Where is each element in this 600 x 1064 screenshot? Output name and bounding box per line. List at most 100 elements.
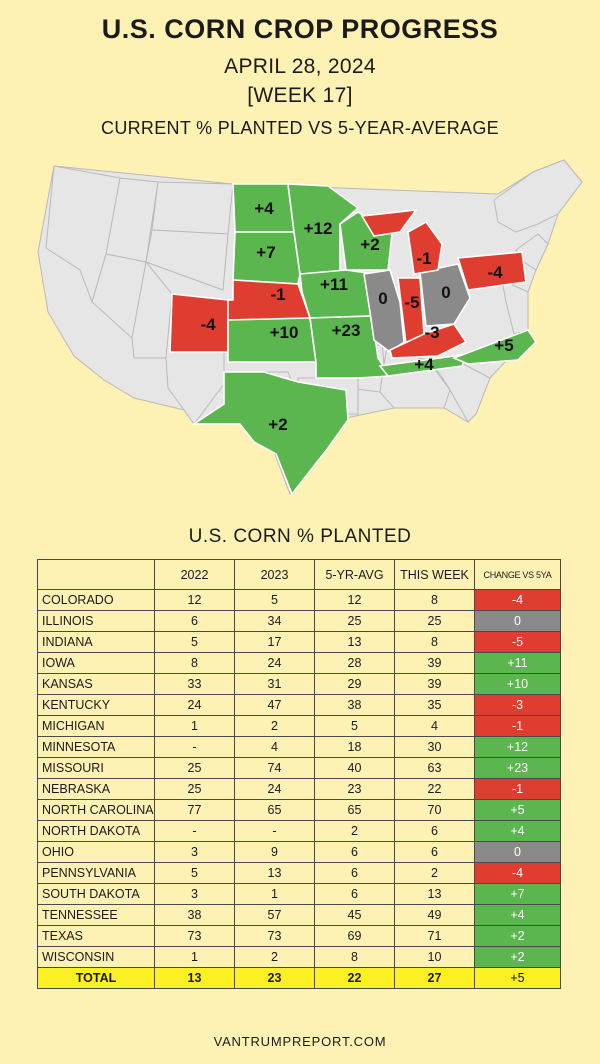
value-this-week: 70 xyxy=(394,799,475,821)
map-label-iowa: +11 xyxy=(320,275,348,294)
table-row: ILLINOIS 6 34 25 25 0 xyxy=(37,610,561,632)
state-nebraska xyxy=(225,279,312,325)
state-name: PENNSYLVANIA xyxy=(37,862,155,884)
value-this-week: 63 xyxy=(394,757,475,779)
value-5yr-avg: 23 xyxy=(314,778,395,800)
change-vs-5ya: +2 xyxy=(474,925,561,947)
state-name: KENTUCKY xyxy=(37,694,155,716)
value-2023: 47 xyxy=(234,694,315,716)
value-5yr-avg: 65 xyxy=(314,799,395,821)
change-vs-5ya: 0 xyxy=(474,841,561,863)
value-this-week: 39 xyxy=(394,652,475,674)
state-north-carolina xyxy=(451,329,538,365)
state-name: MISSOURI xyxy=(37,757,155,779)
report-week: [WEEK 17] xyxy=(247,84,353,107)
total-state-name: TOTAL xyxy=(37,967,155,989)
table-row: MISSOURI 25 74 40 63 +23 xyxy=(37,757,561,779)
total-value-2022: 13 xyxy=(154,967,235,989)
column-header-2023: 2023 xyxy=(234,559,315,590)
total-row: TOTAL 13 23 22 27 +5 xyxy=(37,967,561,989)
value-2022: - xyxy=(154,820,235,842)
total-value-this-week: 27 xyxy=(394,967,475,989)
value-this-week: 10 xyxy=(394,946,475,968)
value-2022: 33 xyxy=(154,673,235,695)
state-name: TENNESSEE xyxy=(37,904,155,926)
map-label-south-dakota: +7 xyxy=(256,243,275,262)
state-name: MICHIGAN xyxy=(37,715,155,737)
table-row: NEBRASKA 25 24 23 22 -1 xyxy=(37,778,561,800)
value-2023: 74 xyxy=(234,757,315,779)
value-2022: 38 xyxy=(154,904,235,926)
map-label-tennessee: +4 xyxy=(414,355,434,374)
state-name: WISCONSIN xyxy=(37,946,155,968)
value-2023: 17 xyxy=(234,631,315,653)
state-name: NEBRASKA xyxy=(37,778,155,800)
state-name: INDIANA xyxy=(37,631,155,653)
state-name: OHIO xyxy=(37,841,155,863)
value-this-week: 6 xyxy=(394,820,475,842)
table-row: NORTH CAROLINA 77 65 65 70 +5 xyxy=(37,799,561,821)
value-2022: 24 xyxy=(154,694,235,716)
change-vs-5ya: 0 xyxy=(474,610,561,632)
value-5yr-avg: 2 xyxy=(314,820,395,842)
value-2023: 31 xyxy=(234,673,315,695)
value-this-week: 8 xyxy=(394,631,475,653)
value-2022: 12 xyxy=(154,589,235,611)
value-2023: 34 xyxy=(234,610,315,632)
map-label-kansas: +10 xyxy=(270,323,299,342)
map-label-michigan: -1 xyxy=(416,249,431,268)
column-header-5yr-avg: 5-YR-AVG xyxy=(314,559,395,590)
column-header-state xyxy=(37,559,155,590)
map-label-nebraska: -1 xyxy=(270,285,285,304)
value-5yr-avg: 12 xyxy=(314,589,395,611)
value-2023: 2 xyxy=(234,715,315,737)
us-map: +4 +12 +7 +2 +11 -1 -4 +10 +23 0 -5 0 -1… xyxy=(37,159,583,496)
table-row: MICHIGAN 1 2 5 4 -1 xyxy=(37,715,561,737)
change-vs-5ya: -1 xyxy=(474,715,561,737)
value-this-week: 35 xyxy=(394,694,475,716)
state-name: SOUTH DAKOTA xyxy=(37,883,155,905)
value-this-week: 2 xyxy=(394,862,475,884)
change-vs-5ya: +4 xyxy=(474,904,561,926)
value-5yr-avg: 8 xyxy=(314,946,395,968)
value-this-week: 25 xyxy=(394,610,475,632)
table-row: KANSAS 33 31 29 39 +10 xyxy=(37,673,561,695)
change-vs-5ya: +5 xyxy=(474,799,561,821)
value-this-week: 39 xyxy=(394,673,475,695)
state-pennsylvania xyxy=(456,251,527,291)
value-2022: 3 xyxy=(154,841,235,863)
change-vs-5ya: +2 xyxy=(474,946,561,968)
value-2023: 5 xyxy=(234,589,315,611)
change-vs-5ya: +4 xyxy=(474,820,561,842)
value-this-week: 6 xyxy=(394,841,475,863)
value-2023: 9 xyxy=(234,841,315,863)
table-row: INDIANA 5 17 13 8 -5 xyxy=(37,631,561,653)
map-label-wisconsin: +2 xyxy=(360,235,379,254)
value-this-week: 30 xyxy=(394,736,475,758)
value-2023: 57 xyxy=(234,904,315,926)
change-vs-5ya: +7 xyxy=(474,883,561,905)
value-2022: 6 xyxy=(154,610,235,632)
map-label-indiana: -5 xyxy=(404,293,419,312)
change-vs-5ya: +12 xyxy=(474,736,561,758)
corn-planted-table: 2022 2023 5-YR-AVG THIS WEEK CHANGE VS 5… xyxy=(37,559,561,989)
total-value-5yr-avg: 22 xyxy=(314,967,395,989)
state-minnesota xyxy=(287,183,360,275)
table-row: TEXAS 73 73 69 71 +2 xyxy=(37,925,561,947)
change-vs-5ya: -5 xyxy=(474,631,561,653)
change-vs-5ya: -4 xyxy=(474,589,561,611)
value-2023: 4 xyxy=(234,736,315,758)
value-5yr-avg: 25 xyxy=(314,610,395,632)
table-row: WISCONSIN 1 2 8 10 +2 xyxy=(37,946,561,968)
change-vs-5ya: -1 xyxy=(474,778,561,800)
value-5yr-avg: 18 xyxy=(314,736,395,758)
map-label-ohio: 0 xyxy=(441,283,450,302)
table-row: IOWA 8 24 28 39 +11 xyxy=(37,652,561,674)
value-2023: 2 xyxy=(234,946,315,968)
map-labels: +4 +12 +7 +2 +11 -1 -4 +10 +23 0 -5 0 -1… xyxy=(200,199,513,434)
page-title: U.S. CORN CROP PROGRESS xyxy=(101,14,499,44)
value-2023: 13 xyxy=(234,862,315,884)
value-5yr-avg: 38 xyxy=(314,694,395,716)
state-name: MINNESOTA xyxy=(37,736,155,758)
table-title: U.S. CORN % PLANTED xyxy=(188,526,412,547)
